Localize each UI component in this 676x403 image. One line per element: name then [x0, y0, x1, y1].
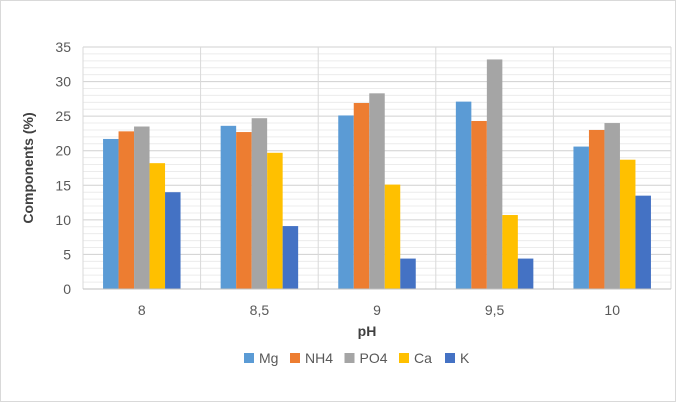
y-tick-label: 20 [55, 143, 71, 159]
legend-item-mg: Mg [244, 350, 278, 366]
y-tick-label: 35 [55, 39, 71, 55]
bar-nh4-10 [588, 129, 605, 289]
bar-po4-9 [369, 93, 385, 289]
legend-swatch [344, 353, 355, 363]
legend-label: Ca [414, 350, 432, 366]
x-tick-label: 9,5 [485, 302, 505, 318]
bar-ca-8-5 [267, 152, 283, 289]
y-axis-title: Components (%) [20, 112, 36, 223]
bar-nh4-9-5 [471, 120, 487, 290]
x-tick-label: 8 [138, 302, 146, 318]
legend-swatch [290, 353, 300, 363]
legend-item-k: K [445, 350, 470, 366]
bar-ca-9-5 [502, 215, 518, 289]
bar-k-9 [400, 258, 416, 289]
x-tick-label: 8,5 [250, 302, 270, 318]
bar-ca-8 [149, 163, 166, 289]
bar-k-10 [635, 195, 651, 289]
y-tick-label: 0 [63, 281, 71, 297]
bar-po4-8 [134, 126, 150, 289]
legend-label: PO4 [360, 350, 388, 366]
bar-mg-8-5 [220, 125, 237, 289]
bar-mg-10 [573, 146, 589, 289]
legend-item-nh4: NH4 [290, 350, 333, 366]
legend-label: NH4 [305, 350, 333, 366]
legend-item-ca: Ca [399, 350, 432, 366]
bar-mg-8 [103, 138, 119, 289]
bar-nh4-9 [353, 103, 370, 290]
legend-label: Mg [259, 350, 278, 366]
bar-ca-10 [619, 159, 636, 289]
x-axis-title: pH [358, 323, 377, 339]
x-tick-labels: 8 8,5 9 9,5 10 [138, 302, 620, 318]
bar-po4-8-5 [251, 118, 268, 290]
y-tick-label: 30 [55, 74, 71, 90]
x-tick-label: 10 [604, 302, 620, 318]
bar-po4-10 [604, 123, 620, 289]
bar-po4-9-5 [486, 59, 503, 290]
bar-nh4-8 [118, 131, 135, 289]
bar-mg-9 [338, 115, 354, 289]
legend-swatch [244, 353, 254, 363]
bar-ca-9 [384, 184, 401, 289]
bar-nh4-8-5 [236, 132, 252, 289]
bar-k-8 [165, 192, 181, 289]
legend-label: K [460, 350, 470, 366]
bars [103, 59, 651, 290]
legend-item-po4: PO4 [344, 350, 388, 366]
legend: Mg NH4 PO4 Ca K [244, 350, 470, 366]
y-tick-label: 25 [55, 108, 71, 124]
y-tick-label: 15 [55, 177, 71, 193]
legend-swatch [399, 353, 409, 363]
y-tick-label: 10 [55, 212, 71, 228]
bar-k-8-5 [282, 226, 299, 289]
y-tick-labels: 0 5 10 15 20 25 30 35 [55, 39, 71, 297]
y-tick-label: 5 [63, 246, 71, 262]
bar-k-9-5 [517, 258, 534, 289]
x-tick-label: 9 [373, 302, 381, 318]
bar-mg-9-5 [455, 101, 472, 289]
legend-swatch [445, 353, 455, 363]
